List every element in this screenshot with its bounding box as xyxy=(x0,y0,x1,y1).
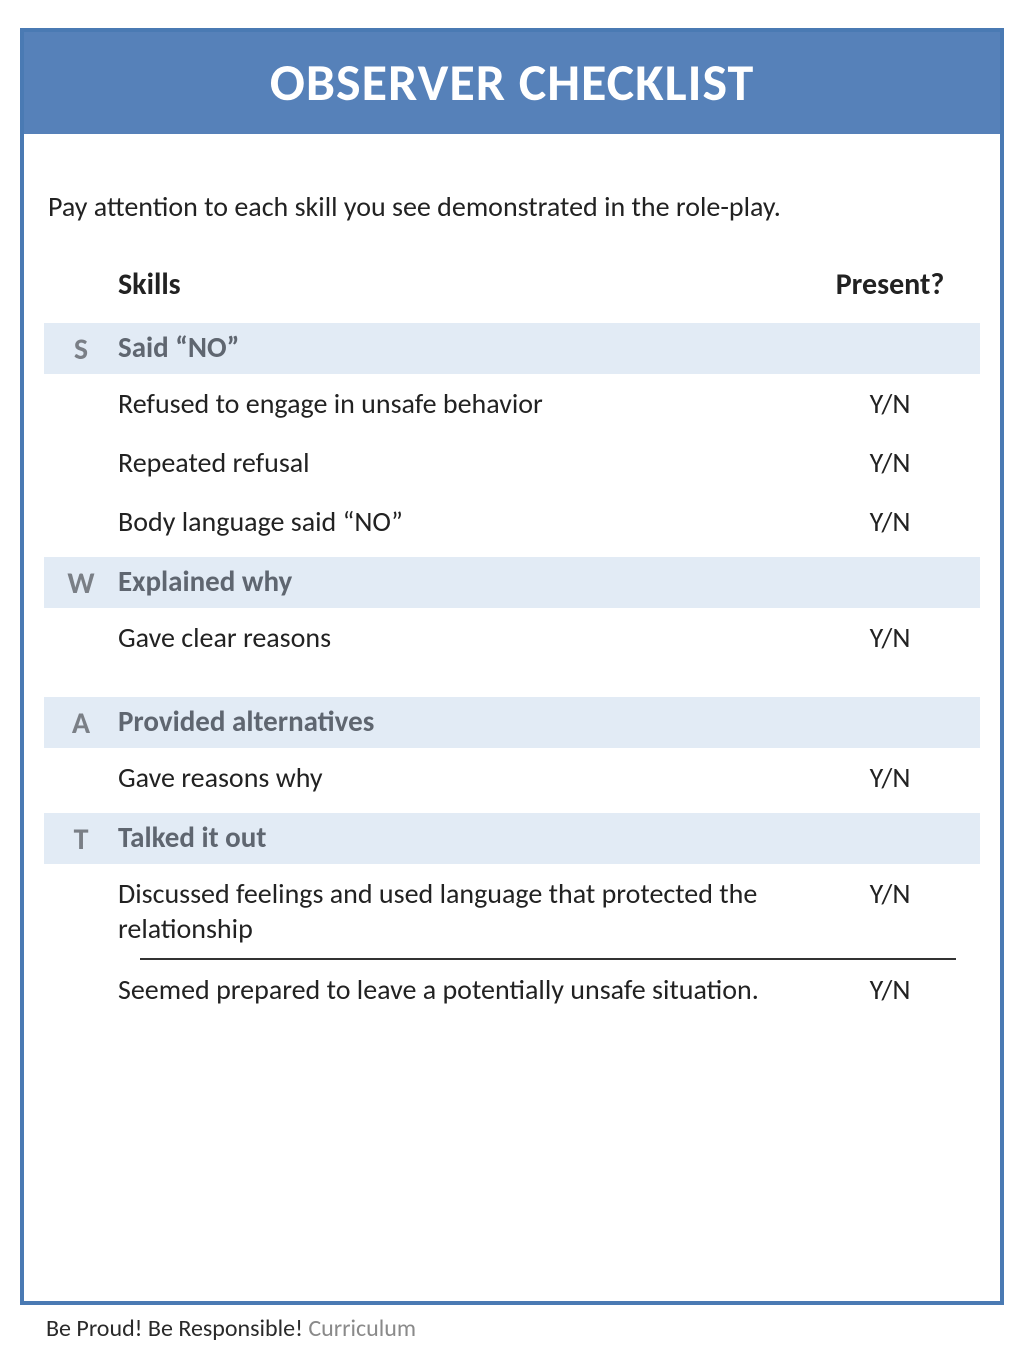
group-gap xyxy=(44,667,980,691)
checklist-table: Skills Present? S Said “NO” Refused to e… xyxy=(44,266,980,1019)
header-letter-cell xyxy=(44,266,118,268)
group-label: Explained why xyxy=(118,563,800,599)
header-present: Present? xyxy=(800,266,980,303)
item-yn: Y/N xyxy=(800,620,980,655)
item-row: Repeated refusal Y/N xyxy=(44,433,980,492)
item-yn: Y/N xyxy=(800,386,980,421)
group-label: Talked it out xyxy=(118,819,800,855)
item-skill: Discussed feelings and used language tha… xyxy=(118,876,800,946)
page-frame: OBSERVER CHECKLIST Pay attention to each… xyxy=(20,28,1004,1305)
group-label: Provided alternatives xyxy=(118,703,800,739)
item-row: Seemed prepared to leave a potentially u… xyxy=(44,960,980,1019)
group-letter: T xyxy=(44,819,118,858)
group-row-t: T Talked it out xyxy=(44,813,980,864)
item-skill: Refused to engage in unsafe behavior xyxy=(118,386,800,421)
item-yn: Y/N xyxy=(800,972,980,1007)
table-header-row: Skills Present? xyxy=(44,266,980,317)
item-yn: Y/N xyxy=(800,760,980,795)
footer-light: Curriculum xyxy=(308,1314,416,1343)
header-skills: Skills xyxy=(118,266,800,303)
item-row: Discussed feelings and used language tha… xyxy=(44,864,980,958)
page-title: OBSERVER CHECKLIST xyxy=(24,32,1000,134)
group-row-s: S Said “NO” xyxy=(44,323,980,374)
instruction-text: Pay attention to each skill you see demo… xyxy=(44,189,980,224)
item-yn: Y/N xyxy=(800,445,980,480)
group-row-w: W Explained why xyxy=(44,557,980,608)
content-area: Pay attention to each skill you see demo… xyxy=(24,134,1000,1019)
item-skill: Body language said “NO” xyxy=(118,504,800,539)
item-row: Gave clear reasons Y/N xyxy=(44,608,980,667)
item-skill: Gave clear reasons xyxy=(118,620,800,655)
item-row: Body language said “NO” Y/N xyxy=(44,492,980,551)
item-row: Refused to engage in unsafe behavior Y/N xyxy=(44,374,980,433)
footer-bold: Be Proud! Be Responsible! xyxy=(46,1314,308,1343)
group-letter: S xyxy=(44,329,118,368)
group-label: Said “NO” xyxy=(118,329,800,365)
footer-text: Be Proud! Be Responsible! Curriculum xyxy=(46,1314,416,1343)
item-yn: Y/N xyxy=(800,504,980,539)
group-row-a: A Provided alternatives xyxy=(44,697,980,748)
group-letter: A xyxy=(44,703,118,742)
item-skill: Repeated refusal xyxy=(118,445,800,480)
item-row: Gave reasons why Y/N xyxy=(44,748,980,807)
item-skill: Seemed prepared to leave a potentially u… xyxy=(118,972,800,1007)
item-yn: Y/N xyxy=(800,876,980,911)
item-skill: Gave reasons why xyxy=(118,760,800,795)
group-letter: W xyxy=(44,563,118,602)
